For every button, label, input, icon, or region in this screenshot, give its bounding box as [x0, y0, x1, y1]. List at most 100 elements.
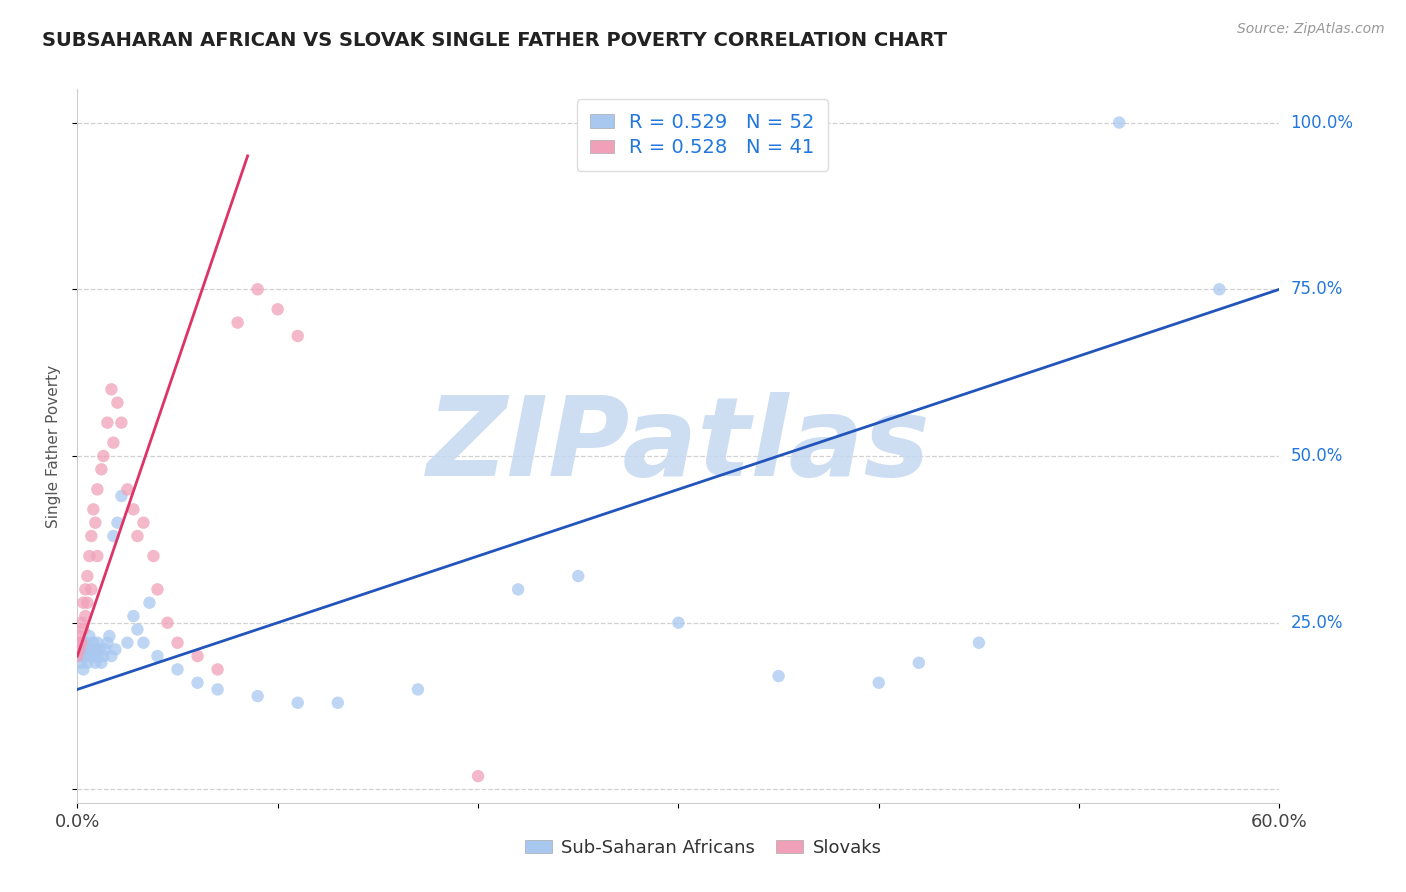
Point: [246, 282, 269, 296]
Point: [89, 642, 111, 657]
Point: [84, 516, 107, 530]
Point: [76, 642, 98, 657]
Point: [207, 662, 229, 676]
Point: [117, 483, 139, 497]
Point: [132, 636, 155, 650]
Point: [104, 642, 127, 657]
Point: [127, 529, 149, 543]
Point: [86, 483, 108, 497]
Point: [267, 302, 290, 317]
Point: [76, 596, 98, 610]
Point: [79, 629, 101, 643]
Point: [117, 636, 139, 650]
Point: [79, 649, 101, 664]
Point: [66, 642, 89, 657]
Text: 100.0%: 100.0%: [1291, 113, 1354, 131]
Point: [96, 416, 118, 430]
Point: [103, 529, 125, 543]
Point: [100, 649, 122, 664]
Point: [86, 549, 108, 563]
Point: [80, 529, 103, 543]
Point: [146, 582, 169, 597]
Point: [110, 416, 132, 430]
Point: [67, 629, 90, 643]
Point: [467, 769, 489, 783]
Point: [138, 596, 160, 610]
Point: [287, 329, 309, 343]
Point: [75, 609, 97, 624]
Point: [84, 656, 107, 670]
Point: [79, 549, 101, 563]
Point: [122, 609, 145, 624]
Point: [668, 615, 690, 630]
Point: [72, 662, 94, 676]
Point: [90, 462, 112, 476]
Point: [110, 489, 132, 503]
Point: [1108, 115, 1130, 129]
Point: [82, 502, 104, 516]
Text: 75.0%: 75.0%: [1291, 280, 1343, 298]
Point: [66, 636, 89, 650]
Point: [156, 615, 179, 630]
Point: [90, 656, 112, 670]
Point: [86, 636, 108, 650]
Text: Source: ZipAtlas.com: Source: ZipAtlas.com: [1237, 22, 1385, 37]
Point: [508, 582, 530, 597]
Point: [186, 675, 209, 690]
Point: [80, 582, 103, 597]
Point: [82, 649, 104, 664]
Point: [96, 636, 118, 650]
Point: [1208, 282, 1230, 296]
Point: [75, 636, 97, 650]
Text: 50.0%: 50.0%: [1291, 447, 1343, 465]
Point: [103, 435, 125, 450]
Point: [186, 649, 209, 664]
Point: [84, 642, 107, 657]
Point: [967, 636, 990, 650]
Legend: Sub-Saharan Africans, Slovaks: Sub-Saharan Africans, Slovaks: [517, 831, 889, 864]
Point: [94, 642, 117, 657]
Text: ZIPatlas: ZIPatlas: [426, 392, 931, 500]
Point: [70, 615, 93, 630]
Text: SUBSAHARAN AFRICAN VS SLOVAK SINGLE FATHER POVERTY CORRELATION CHART: SUBSAHARAN AFRICAN VS SLOVAK SINGLE FATH…: [42, 31, 948, 50]
Y-axis label: Single Father Poverty: Single Father Poverty: [45, 365, 60, 527]
Point: [406, 682, 429, 697]
Point: [86, 649, 108, 664]
Point: [107, 516, 129, 530]
Point: [72, 642, 94, 657]
Point: [66, 649, 89, 664]
Point: [75, 649, 97, 664]
Point: [100, 382, 122, 396]
Point: [70, 636, 93, 650]
Point: [768, 669, 790, 683]
Point: [207, 682, 229, 697]
Point: [72, 596, 94, 610]
Point: [326, 696, 349, 710]
Point: [80, 642, 103, 657]
Legend: R = 0.529   N = 52, R = 0.528   N = 41: R = 0.529 N = 52, R = 0.528 N = 41: [576, 99, 828, 171]
Point: [166, 636, 188, 650]
Point: [75, 582, 97, 597]
Point: [98, 629, 121, 643]
Point: [142, 549, 165, 563]
Point: [70, 656, 93, 670]
Point: [166, 662, 188, 676]
Point: [107, 395, 129, 409]
Point: [122, 502, 145, 516]
Point: [76, 656, 98, 670]
Point: [76, 569, 98, 583]
Text: 25.0%: 25.0%: [1291, 614, 1343, 632]
Point: [93, 449, 115, 463]
Point: [70, 636, 93, 650]
Point: [567, 569, 589, 583]
Point: [67, 649, 90, 664]
Point: [67, 642, 90, 657]
Point: [287, 696, 309, 710]
Point: [132, 516, 155, 530]
Point: [908, 656, 931, 670]
Point: [246, 689, 269, 703]
Point: [226, 316, 249, 330]
Point: [82, 636, 104, 650]
Point: [127, 623, 149, 637]
Point: [93, 649, 115, 664]
